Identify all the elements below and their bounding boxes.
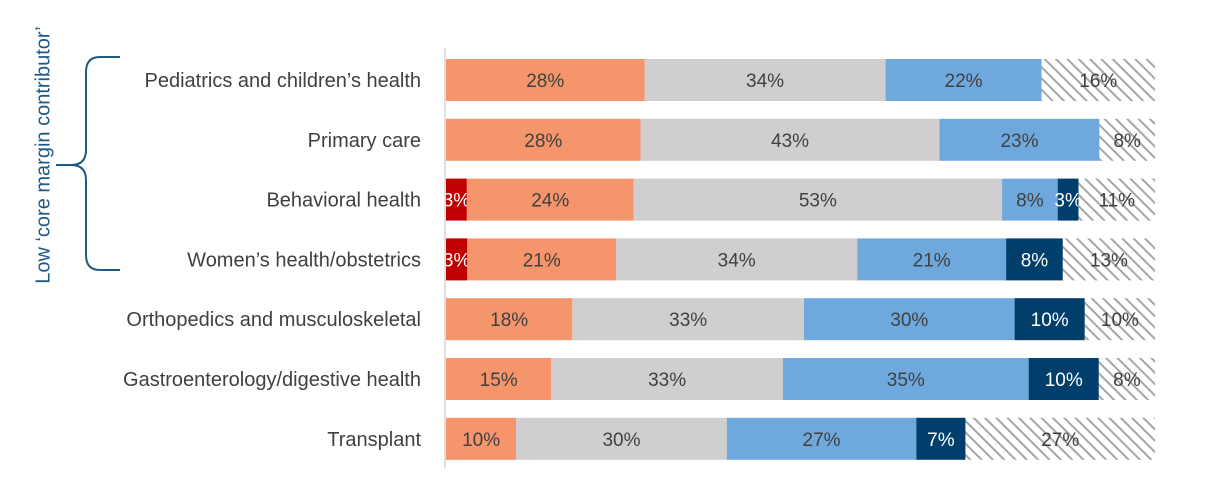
category-label: Primary care xyxy=(308,130,421,152)
bar-segment xyxy=(467,238,617,281)
data-label: 16% xyxy=(1079,71,1117,92)
bar-segment xyxy=(466,178,634,221)
data-label: 21% xyxy=(523,250,561,271)
bar-segment xyxy=(1014,298,1085,341)
category-label: Orthopedics and musculoskeletal xyxy=(126,309,421,331)
bar-segment xyxy=(1057,178,1079,221)
data-label: 8% xyxy=(1021,250,1049,271)
data-label: 8% xyxy=(1113,370,1141,391)
bar-segment xyxy=(965,417,1155,460)
bar-segment xyxy=(1084,298,1155,341)
data-label: 28% xyxy=(526,71,564,92)
bar-segment xyxy=(1041,59,1155,101)
data-label: 34% xyxy=(718,250,756,271)
group-bracket xyxy=(56,56,120,271)
bar-segment xyxy=(1002,178,1058,221)
data-label: 3% xyxy=(443,250,471,271)
data-label: 18% xyxy=(490,310,528,331)
bar-segment xyxy=(644,59,886,101)
data-label: 13% xyxy=(1090,250,1128,271)
data-label: 11% xyxy=(1098,191,1135,212)
data-label: 24% xyxy=(531,191,569,212)
data-label: 27% xyxy=(1041,430,1079,451)
bar-segment xyxy=(885,59,1042,101)
bar-segment xyxy=(446,118,641,161)
bar-segment xyxy=(551,358,783,400)
bar-segment xyxy=(726,417,917,460)
bar-segment xyxy=(939,118,1100,161)
bar-segment xyxy=(446,417,517,460)
data-label: 22% xyxy=(945,71,983,92)
bar-segment xyxy=(1099,118,1155,161)
bar-segment xyxy=(804,298,1015,341)
data-label: 43% xyxy=(771,131,809,152)
bar-segment xyxy=(1062,238,1155,281)
bar-segment xyxy=(446,59,645,101)
data-label: 10% xyxy=(1045,370,1083,391)
bar-segment xyxy=(572,298,805,341)
bar-segment xyxy=(1028,358,1099,400)
data-label: 23% xyxy=(1000,131,1038,152)
category-label: Transplant xyxy=(327,429,421,451)
data-label: 8% xyxy=(1016,191,1044,212)
data-label: 27% xyxy=(803,430,841,451)
data-label: 33% xyxy=(648,370,686,391)
data-label: 10% xyxy=(1101,310,1139,331)
bar-segment xyxy=(446,358,552,400)
bar-segment xyxy=(782,358,1029,400)
bar-segment xyxy=(516,417,727,460)
category-label: Behavioral health xyxy=(266,190,421,212)
data-label: 10% xyxy=(462,430,500,451)
data-label: 30% xyxy=(602,430,640,451)
data-label: 34% xyxy=(746,71,784,92)
bar-segment xyxy=(446,238,468,281)
data-label: 15% xyxy=(480,370,518,391)
data-label: 8% xyxy=(1113,131,1141,152)
bar-segment xyxy=(1098,358,1155,400)
data-label: 33% xyxy=(669,310,707,331)
data-label: 35% xyxy=(887,370,925,391)
data-label: 21% xyxy=(913,250,951,271)
category-label: Women’s health/obstetrics xyxy=(187,249,421,271)
data-label: 10% xyxy=(1031,310,1069,331)
category-label: Pediatrics and children’s health xyxy=(145,70,421,92)
bar-segment xyxy=(446,178,467,221)
bar-segment xyxy=(1078,178,1155,221)
bar-segment xyxy=(446,298,573,341)
bar-segment xyxy=(916,417,966,460)
category-label: Gastroenterology/digestive health xyxy=(123,369,421,391)
bar-segment xyxy=(616,238,858,281)
data-label: 28% xyxy=(524,131,562,152)
group-bracket-label: Low ‘core margin contributor’ xyxy=(32,26,55,284)
data-label: 7% xyxy=(927,430,955,451)
bar-segment xyxy=(857,238,1007,281)
bar-segment xyxy=(633,178,1003,221)
data-label: 30% xyxy=(890,310,928,331)
bar-segment xyxy=(640,118,940,161)
data-label: 3% xyxy=(443,191,471,212)
data-label: 53% xyxy=(799,191,837,212)
data-label: 3% xyxy=(1054,191,1082,212)
bar-segment xyxy=(1006,238,1063,281)
